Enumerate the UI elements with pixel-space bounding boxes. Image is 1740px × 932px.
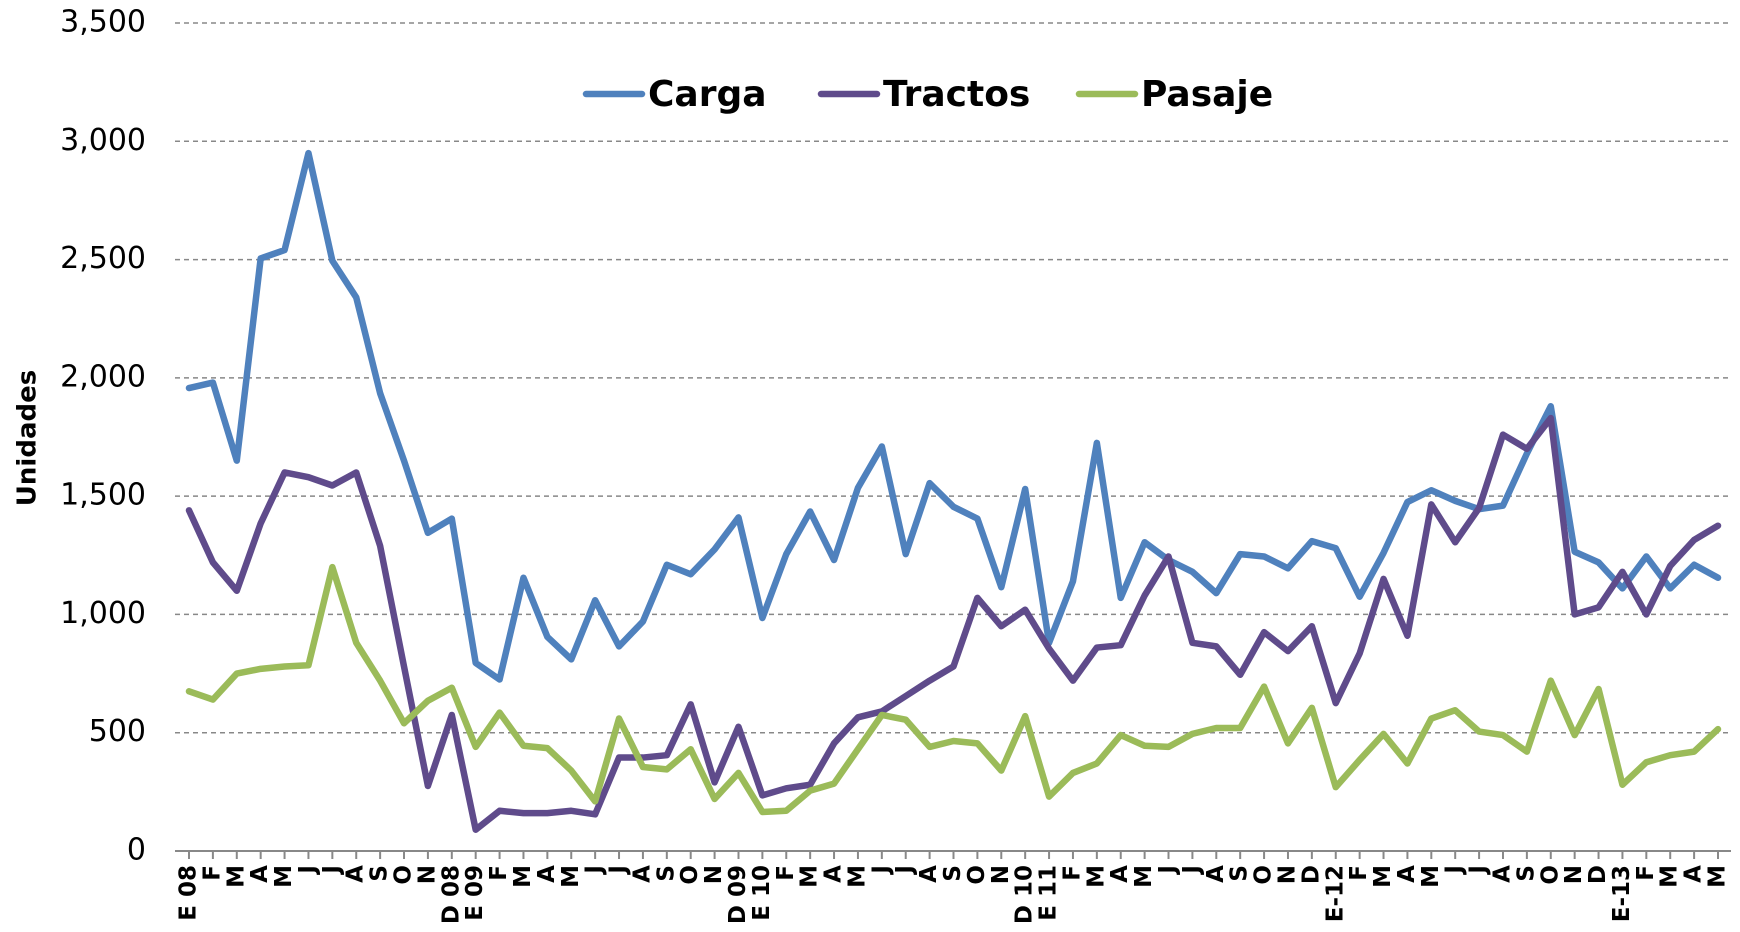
x-tick-label: A xyxy=(821,865,847,883)
x-tick-label: F xyxy=(486,865,512,881)
x-tick-label: M xyxy=(1083,865,1109,888)
x-tick-label: A xyxy=(1203,865,1229,883)
x-tick-label: N xyxy=(1274,865,1300,884)
x-tick-label: A xyxy=(343,865,369,883)
series-line xyxy=(185,563,1722,816)
y-tick-label: 2,000 xyxy=(60,359,146,394)
x-tick-label: A xyxy=(1394,865,1420,883)
series-line xyxy=(185,414,1722,833)
x-tick-label: O xyxy=(677,865,703,885)
x-tick-label: E 08 xyxy=(176,865,202,921)
x-tick-label: N xyxy=(701,865,727,884)
legend-label: Pasaje xyxy=(1141,74,1273,115)
x-tick-label: O xyxy=(1537,865,1563,885)
x-tick-label: N xyxy=(414,865,440,884)
y-axis-title: Unidades xyxy=(13,370,43,506)
x-tick-label: J xyxy=(606,865,632,876)
x-tick-label: J xyxy=(892,865,918,876)
y-tick-label: 3,500 xyxy=(60,5,146,40)
x-tick-label: M xyxy=(271,865,297,888)
x-tick-label: O xyxy=(964,865,990,885)
x-tick-label: J xyxy=(582,865,608,876)
x-tick-label: A xyxy=(1681,865,1707,883)
x-tick-label: M xyxy=(1131,865,1157,888)
x-tick-label: S xyxy=(940,865,966,882)
x-tick-label: M xyxy=(223,865,249,888)
x-tick-label: D 08 xyxy=(438,865,464,924)
x-tick-label: D xyxy=(1298,865,1324,884)
x-tick-label: M xyxy=(1370,865,1396,888)
y-tick-label: 0 xyxy=(127,833,146,868)
x-tick-label: J xyxy=(1466,865,1492,876)
x-tick-label: D 09 xyxy=(725,865,751,924)
x-tick-label: M xyxy=(1418,865,1444,888)
x-tick-label: S xyxy=(1227,865,1253,882)
x-tick-label: N xyxy=(1561,865,1587,884)
x-tick-label: J xyxy=(1179,865,1205,876)
x-tick-label: F xyxy=(773,865,799,881)
x-tick-label: S xyxy=(1513,865,1539,882)
y-tick-label: 1,000 xyxy=(60,596,146,631)
x-tick-label: M xyxy=(1705,865,1731,888)
x-tick-label: F xyxy=(1633,865,1659,881)
x-tick-label: N xyxy=(988,865,1014,884)
x-tick-label: A xyxy=(1107,865,1133,883)
x-tick-label: J xyxy=(868,865,894,876)
x-tick-label: F xyxy=(199,865,225,881)
x-tick-label: A xyxy=(916,865,942,883)
x-tick-label: M xyxy=(797,865,823,888)
legend-label: Tractos xyxy=(883,74,1030,115)
x-tick-label: M xyxy=(558,865,584,888)
x-tick-label: M xyxy=(844,865,870,888)
x-tick-label: D xyxy=(1585,865,1611,884)
x-tick-label: O xyxy=(1251,865,1277,885)
series-line xyxy=(185,149,1722,683)
y-tick-label: 2,500 xyxy=(60,241,146,276)
x-tick-label: J xyxy=(1442,865,1468,876)
x-tick-label: A xyxy=(629,865,655,883)
x-tick-label: J xyxy=(319,865,345,876)
x-tick-label: A xyxy=(1489,865,1515,883)
x-tick-label: S xyxy=(367,865,393,882)
x-tick-label: D 10 xyxy=(1012,865,1038,924)
legend-label: Carga xyxy=(648,74,767,115)
x-tick-label: A xyxy=(247,865,273,883)
y-tick-label: 500 xyxy=(89,714,146,749)
y-tick-label: 3,000 xyxy=(60,123,146,158)
x-tick-label: M xyxy=(510,865,536,888)
x-tick-label: S xyxy=(653,865,679,882)
x-tick-label: O xyxy=(391,865,417,885)
x-tick-label: J xyxy=(295,865,321,876)
x-tick-label: F xyxy=(1059,865,1085,881)
x-tick-label: F xyxy=(1346,865,1372,881)
x-tick-label: E 09 xyxy=(462,865,488,921)
x-tick-label: E-13 xyxy=(1609,865,1635,922)
x-tick-label: A xyxy=(534,865,560,883)
x-tick-label: E-12 xyxy=(1322,865,1348,922)
x-tick-label: M xyxy=(1657,865,1683,888)
x-tick-label: E 10 xyxy=(749,865,775,921)
y-tick-label: 1,500 xyxy=(60,478,146,513)
x-tick-label: E 11 xyxy=(1036,865,1062,921)
x-tick-label: J xyxy=(1155,865,1181,876)
